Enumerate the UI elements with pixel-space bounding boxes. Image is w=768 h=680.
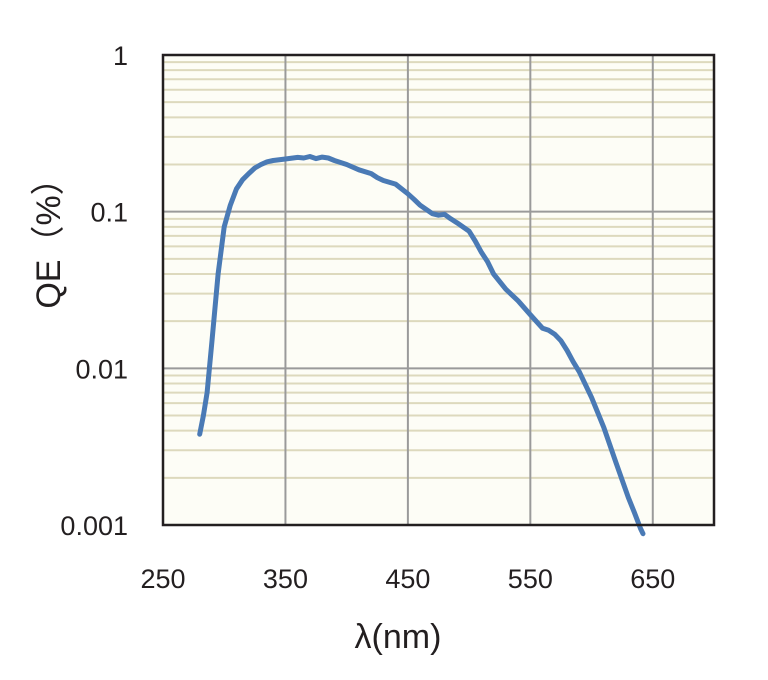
- y-tick-labels: 0.001 0.01 0.1 1: [60, 41, 128, 541]
- y-tick-label: 0.01: [75, 354, 128, 384]
- y-axis-label: QE（%）: [30, 161, 68, 308]
- x-tick-label: 550: [508, 564, 553, 594]
- x-tick-label: 450: [385, 564, 430, 594]
- y-tick-label: 0.001: [60, 511, 128, 541]
- x-tick-labels: 250 350 450 550 650: [140, 564, 675, 594]
- plot-frame: [161, 53, 716, 527]
- x-axis-label: λ(nm): [355, 618, 442, 656]
- y-tick-label: 0.1: [90, 198, 128, 228]
- x-tick-label: 650: [630, 564, 675, 594]
- minor-gridlines: [163, 61, 714, 479]
- plot-area: [163, 55, 714, 525]
- major-gridlines: [163, 55, 714, 525]
- qe-curve: [197, 154, 646, 537]
- x-tick-label: 250: [140, 564, 185, 594]
- y-tick-label: 1: [113, 41, 128, 71]
- x-tick-label: 350: [263, 564, 308, 594]
